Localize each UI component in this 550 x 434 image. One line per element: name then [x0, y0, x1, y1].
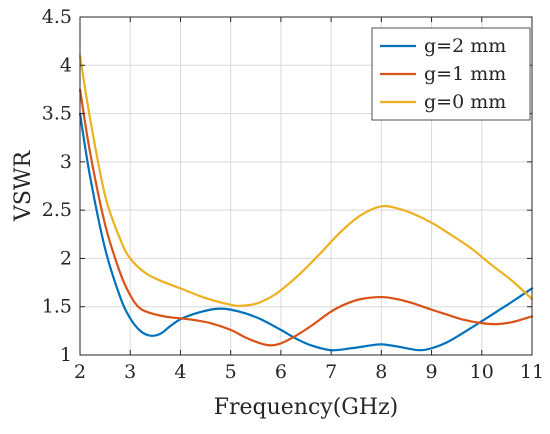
y-tick-label: 1.5: [42, 296, 72, 318]
legend-label: g=0 mm: [424, 91, 506, 113]
y-tick-label: 4: [60, 54, 72, 76]
y-tick-label: 4.5: [42, 6, 72, 28]
y-axis-label: VSWR: [11, 149, 36, 222]
x-tick-label: 2: [74, 361, 86, 383]
y-tick-label: 3.5: [42, 103, 72, 125]
x-tick-label: 10: [470, 361, 494, 383]
x-tick-label: 8: [375, 361, 387, 383]
y-tick-label: 1: [60, 344, 72, 366]
x-axis-label: Frequency(GHz): [214, 395, 399, 420]
y-tick-label: 3: [60, 151, 72, 173]
y-tick-label: 2.5: [42, 199, 72, 221]
x-tick-label: 9: [426, 361, 438, 383]
x-tick-label: 5: [225, 361, 237, 383]
x-tick-label: 11: [520, 361, 544, 383]
series-line-3: [78, 54, 534, 307]
x-tick-label: 6: [275, 361, 287, 383]
y-tick-label: 2: [60, 247, 72, 269]
legend: g=2 mm g=1 mm g=0 mm: [371, 27, 531, 121]
series-line-2: [78, 88, 534, 347]
series-line-1: [78, 112, 534, 352]
x-tick-label: 7: [325, 361, 337, 383]
x-tick-label: 4: [174, 361, 186, 383]
legend-label: g=1 mm: [424, 63, 506, 85]
series-lines: [78, 54, 534, 352]
x-tick-label: 3: [124, 361, 136, 383]
legend-label: g=2 mm: [424, 35, 506, 57]
plot-frame: [79, 16, 533, 356]
